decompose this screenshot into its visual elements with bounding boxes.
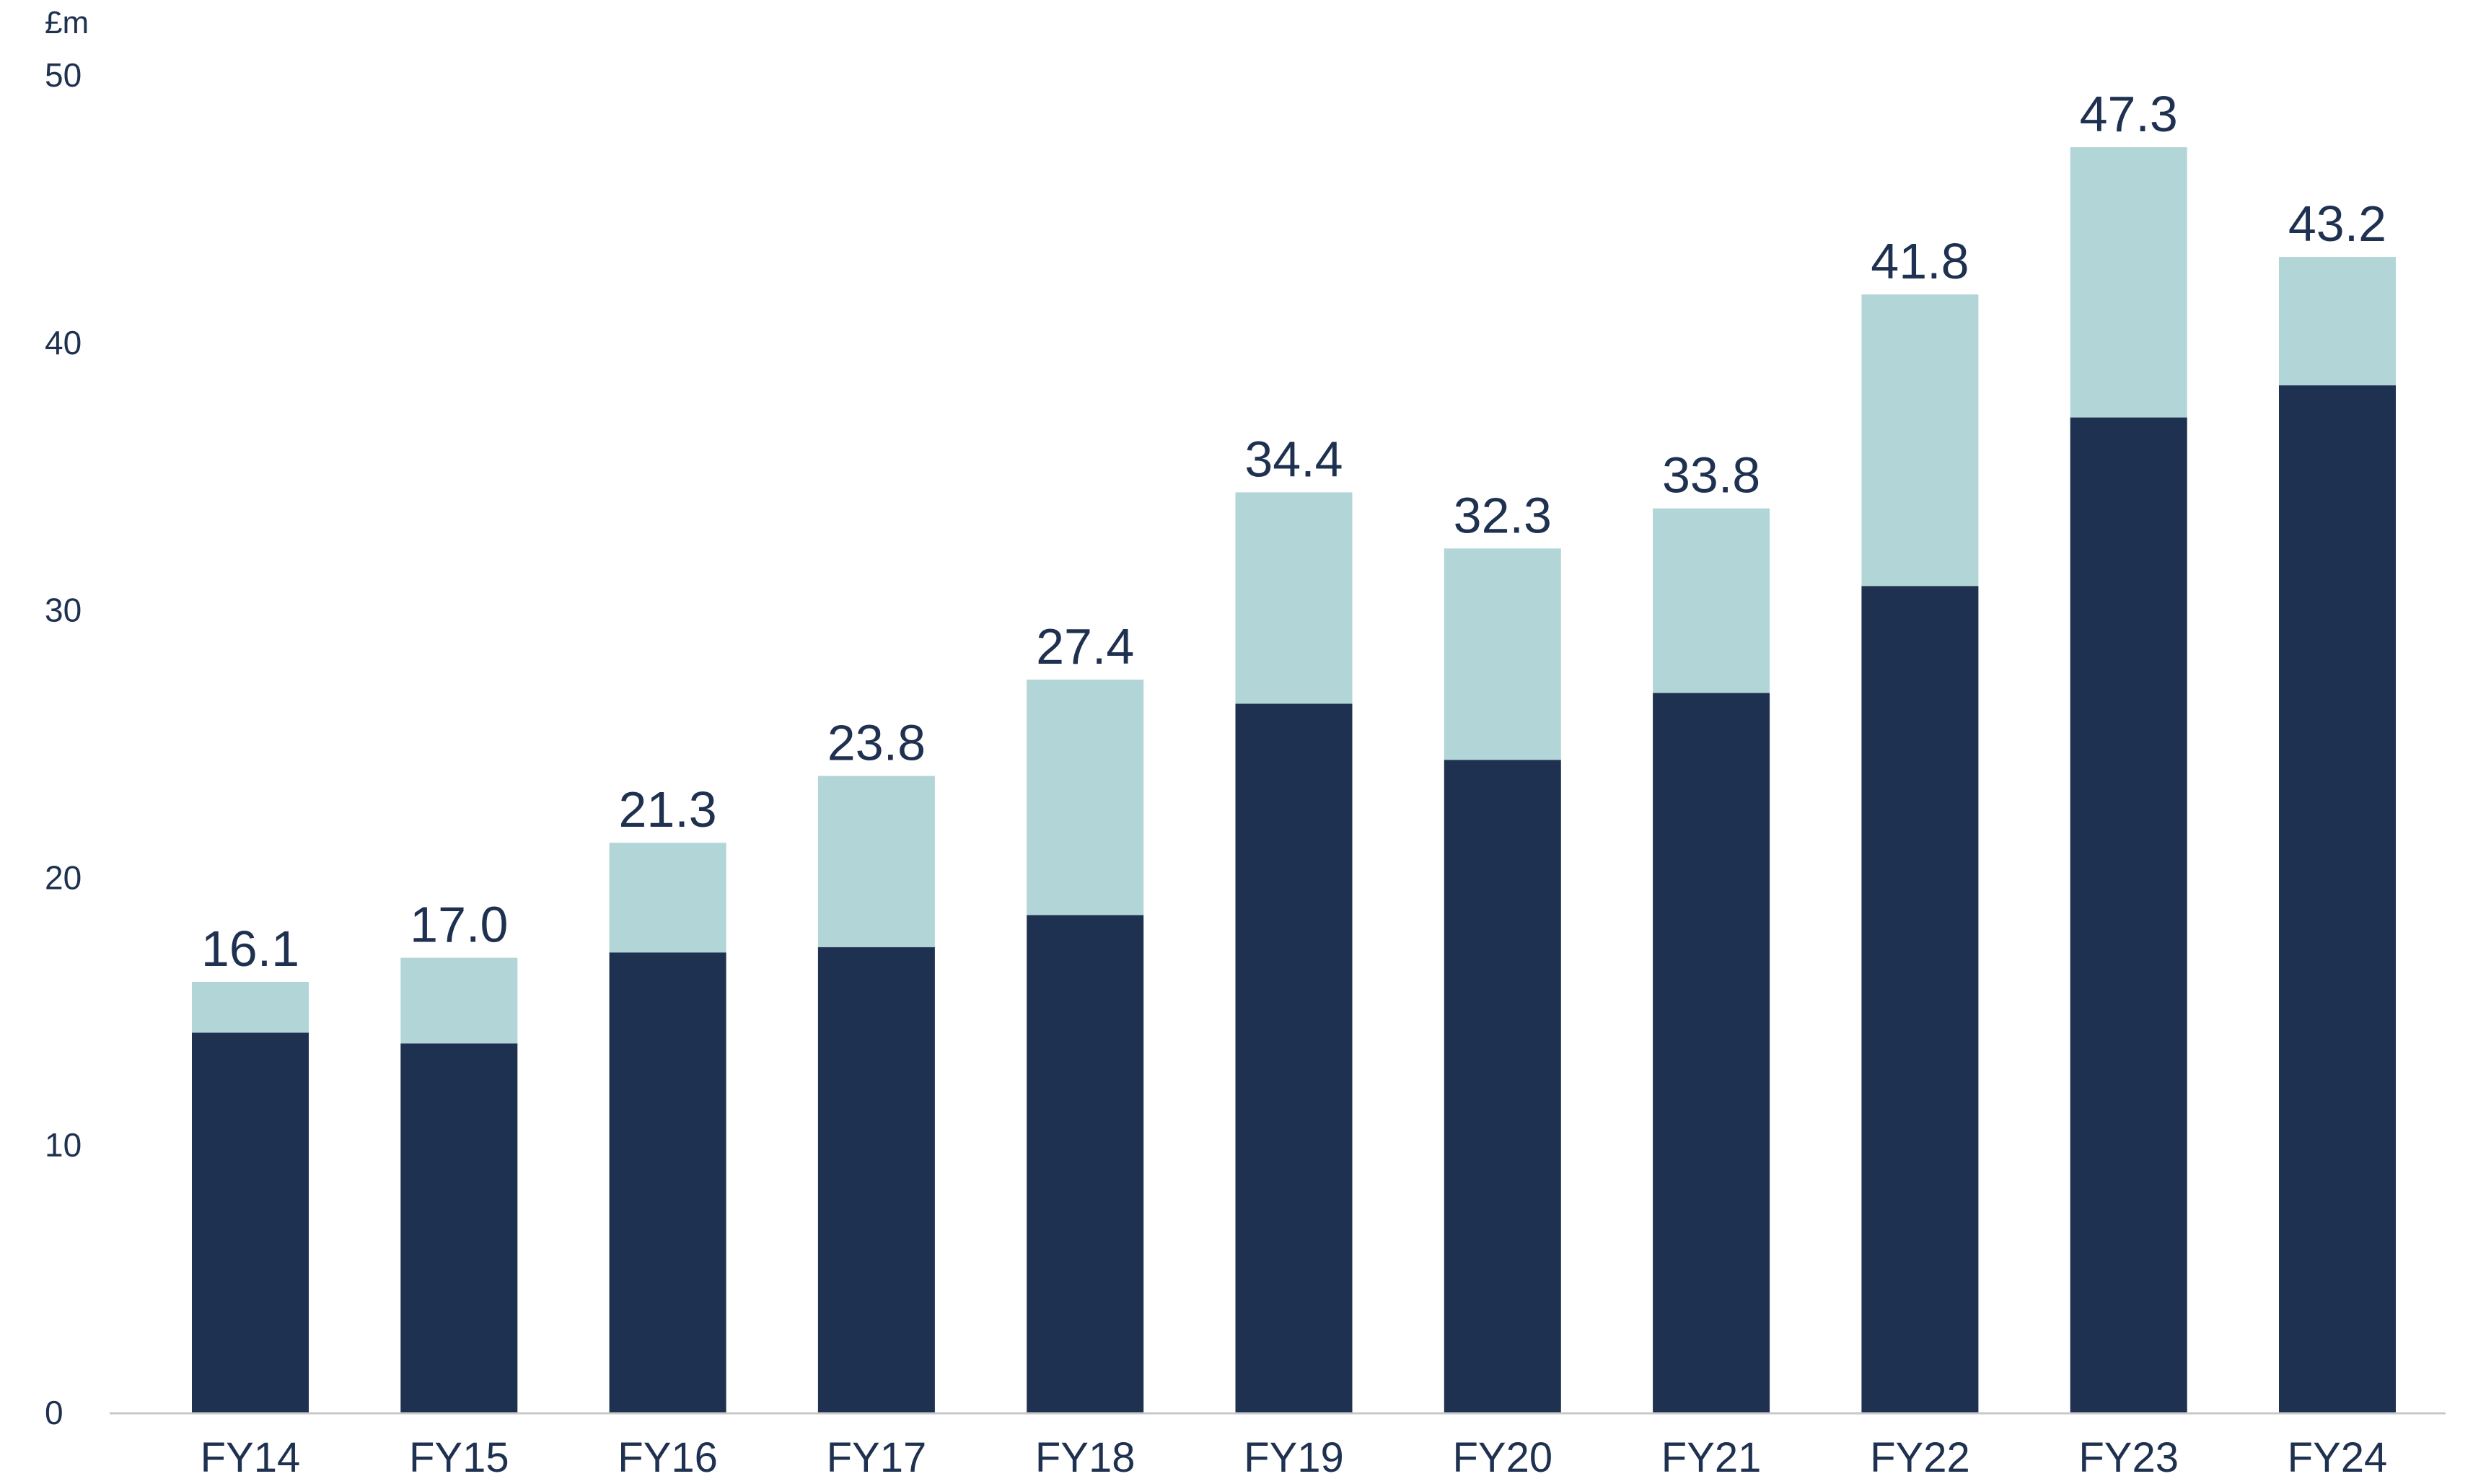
x-tick-label-fy15: FY15: [409, 1434, 509, 1481]
x-tick-label-fy19: FY19: [1244, 1434, 1344, 1481]
y-tick-label-10: 10: [45, 1126, 82, 1164]
bar-fy14-segment-2: [192, 982, 309, 1033]
bar-fy16-segment-2: [609, 843, 726, 953]
x-tick-label-fy18: FY18: [1035, 1434, 1136, 1481]
bar-fy21-segment-1: [1653, 693, 1770, 1413]
total-label-fy17: 23.8: [827, 715, 926, 771]
bar-fy15-segment-1: [400, 1043, 518, 1413]
bar-fy14-segment-1: [192, 1032, 309, 1413]
bar-fy17-segment-1: [817, 947, 935, 1413]
total-label-fy19: 34.4: [1244, 431, 1343, 487]
bar-fy15-segment-2: [400, 957, 518, 1044]
x-tick-label-fy24: FY24: [2288, 1434, 2388, 1481]
bar-fy23-segment-2: [2070, 147, 2187, 418]
bar-series-group: [192, 147, 2396, 1413]
bar-fy20-segment-2: [1444, 548, 1561, 760]
y-tick-label-0: 0: [45, 1394, 63, 1431]
y-axis-ticks: 0 10 20 30 40 50: [45, 56, 82, 1431]
total-label-fy15: 17.0: [410, 897, 508, 953]
bar-fy22-segment-1: [1861, 586, 1979, 1413]
total-label-fy14: 16.1: [201, 921, 299, 977]
bar-fy19-segment-1: [1235, 703, 1353, 1413]
bar-fy19-segment-2: [1235, 492, 1353, 704]
bar-fy23-segment-1: [2070, 417, 2187, 1413]
bar-fy22-segment-2: [1861, 294, 1979, 587]
bar-fy21-segment-2: [1653, 508, 1770, 693]
bar-fy24-segment-2: [2279, 257, 2396, 386]
total-labels-group: 16.1 17.0 21.3 23.8 27.4 34.4 32.3 33.8 41.8 47.3…: [201, 86, 2386, 977]
total-label-fy16: 21.3: [618, 781, 716, 838]
bar-fy16-segment-1: [609, 952, 726, 1413]
y-tick-label-20: 20: [45, 859, 82, 896]
y-tick-label-50: 50: [45, 56, 82, 94]
x-tick-label-fy16: FY16: [618, 1434, 718, 1481]
bar-fy18-segment-1: [1027, 915, 1144, 1413]
x-tick-label-fy21: FY21: [1661, 1434, 1762, 1481]
total-label-fy23: 47.3: [2080, 86, 2178, 142]
y-tick-label-30: 30: [45, 592, 82, 629]
x-tick-label-fy20: FY20: [1452, 1434, 1552, 1481]
total-label-fy21: 33.8: [1662, 447, 1760, 504]
x-tick-label-fy23: FY23: [2078, 1434, 2179, 1481]
y-axis-unit-label: £m: [45, 5, 89, 40]
y-tick-label-40: 40: [45, 324, 82, 361]
x-tick-label-fy14: FY14: [201, 1434, 301, 1481]
bar-fy17-segment-2: [817, 776, 935, 947]
x-tick-label-fy17: FY17: [827, 1434, 927, 1481]
total-label-fy18: 27.4: [1036, 618, 1134, 675]
total-label-fy24: 43.2: [2288, 196, 2386, 252]
x-tick-label-fy22: FY22: [1870, 1434, 1970, 1481]
bar-fy18-segment-2: [1027, 680, 1144, 916]
total-label-fy20: 32.3: [1454, 487, 1552, 543]
total-label-fy22: 41.8: [1871, 233, 1969, 289]
x-axis-labels: FY14 FY15 FY16 FY17 FY18 FY19 FY20 FY21 FY22 FY23…: [201, 1434, 2388, 1481]
bar-fy20-segment-1: [1444, 760, 1561, 1413]
bar-fy24-segment-1: [2279, 385, 2396, 1413]
